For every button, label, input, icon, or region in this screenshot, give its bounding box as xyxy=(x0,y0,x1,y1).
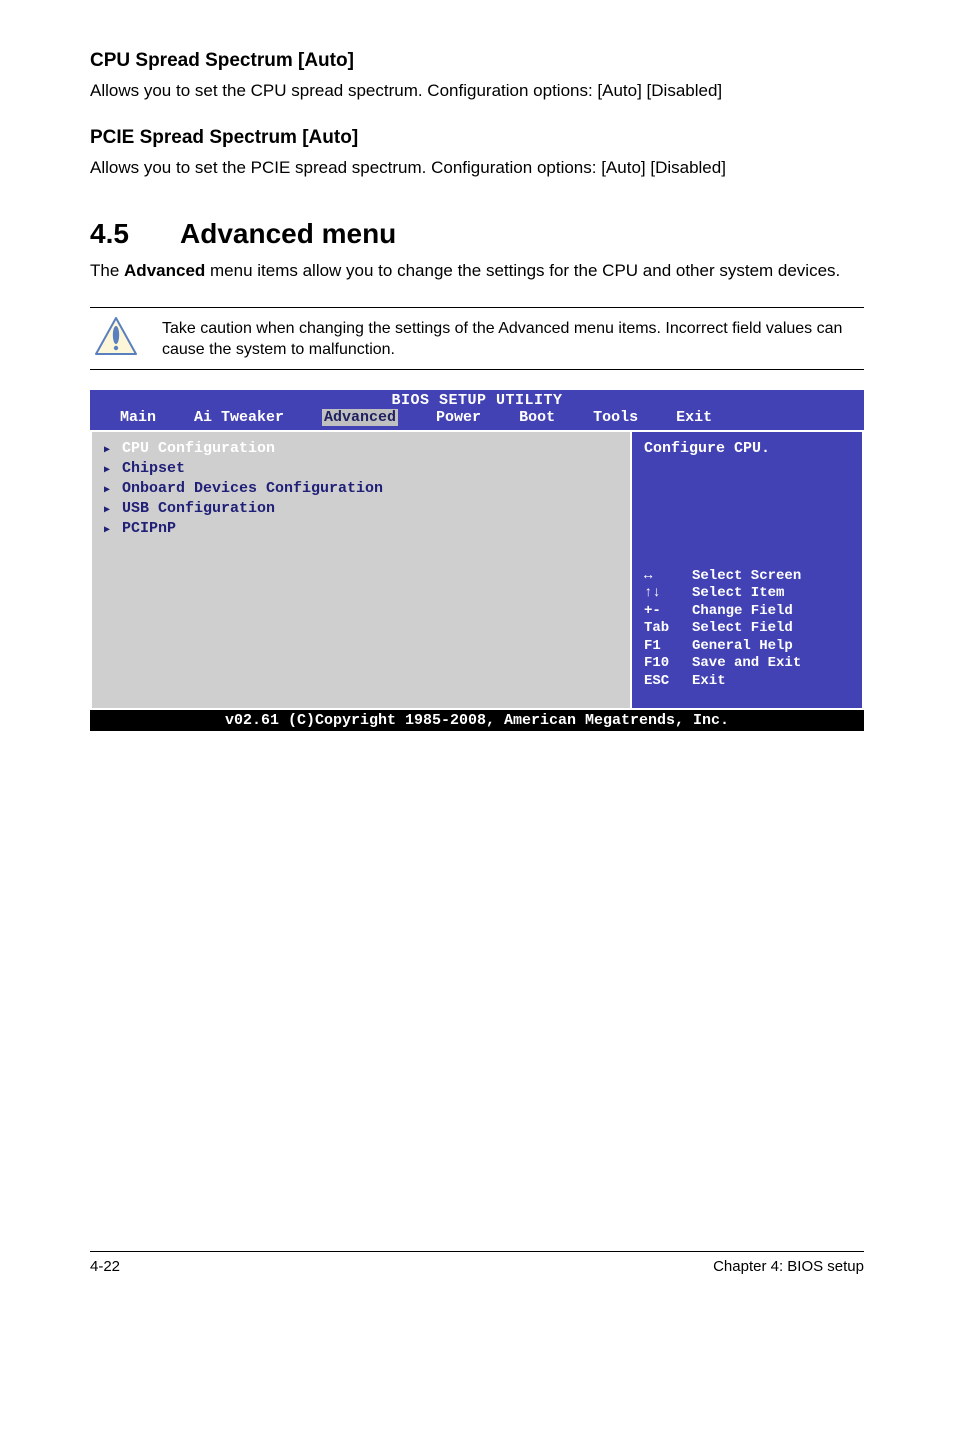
right-triangle-icon: ▶ xyxy=(104,445,110,456)
bios-help-row: TabSelect Field xyxy=(644,620,850,638)
page-footer: 4-22 Chapter 4: BIOS setup xyxy=(90,1251,864,1275)
bios-menu-main[interactable]: Main xyxy=(120,409,156,426)
bios-menu: Main Ai Tweaker Advanced Power Boot Tool… xyxy=(90,409,864,430)
bios-item-onboard[interactable]: ▶ Onboard Devices Configuration xyxy=(104,480,618,500)
help-key: ↑↓ xyxy=(644,585,692,603)
bios-help-row: +-Change Field xyxy=(644,603,850,621)
bios-menu-tools[interactable]: Tools xyxy=(593,409,638,426)
bios-item-cpu-config[interactable]: ▶ CPU Configuration xyxy=(104,440,618,460)
bios-item-label: CPU Configuration xyxy=(122,440,275,459)
pcie-ss-heading: PCIE Spread Spectrum [Auto] xyxy=(90,127,864,149)
help-label: Save and Exit xyxy=(692,655,801,673)
help-label: Select Item xyxy=(692,585,784,603)
bios-help-row: ↑↓Select Item xyxy=(644,585,850,603)
bios-item-label: USB Configuration xyxy=(122,500,275,519)
section-heading: 4.5Advanced menu xyxy=(90,218,864,250)
right-triangle-icon: ▶ xyxy=(104,485,110,496)
warning-icon xyxy=(94,316,138,361)
right-triangle-icon: ▶ xyxy=(104,465,110,476)
bios-left-pane: ▶ CPU Configuration ▶ Chipset ▶ Onboard … xyxy=(90,432,632,710)
bios-panel: BIOS SETUP UTILITY Main Ai Tweaker Advan… xyxy=(90,390,864,731)
help-key: ↔ xyxy=(644,568,692,586)
bios-footer: v02.61 (C)Copyright 1985-2008, American … xyxy=(90,710,864,731)
cpu-ss-heading: CPU Spread Spectrum [Auto] xyxy=(90,50,864,72)
bios-help-row: F10Save and Exit xyxy=(644,655,850,673)
help-key: +- xyxy=(644,603,692,621)
help-label: Exit xyxy=(692,673,726,691)
right-triangle-icon: ▶ xyxy=(104,525,110,536)
bios-menu-advanced[interactable]: Advanced xyxy=(322,409,398,426)
bios-right-hint: Configure CPU. xyxy=(644,440,850,457)
help-key: ESC xyxy=(644,673,692,691)
bios-title: BIOS SETUP UTILITY xyxy=(90,390,864,409)
bios-menu-exit[interactable]: Exit xyxy=(676,409,712,426)
help-label: General Help xyxy=(692,638,793,656)
bios-right-pane: Configure CPU. ↔Select Screen ↑↓Select I… xyxy=(632,432,864,710)
cpu-ss-body: Allows you to set the CPU spread spectru… xyxy=(90,80,864,103)
pcie-ss-body: Allows you to set the PCIE spread spectr… xyxy=(90,157,864,180)
bios-item-label: Onboard Devices Configuration xyxy=(122,480,383,499)
section-number: 4.5 xyxy=(90,218,180,250)
caution-block: Take caution when changing the settings … xyxy=(90,307,864,370)
bios-help-row: F1General Help xyxy=(644,638,850,656)
advanced-body: The Advanced menu items allow you to cha… xyxy=(90,260,864,283)
advanced-body-prefix: The xyxy=(90,261,124,280)
bios-item-label: PCIPnP xyxy=(122,520,176,539)
help-label: Select Field xyxy=(692,620,793,638)
help-label: Change Field xyxy=(692,603,793,621)
chapter-label: Chapter 4: BIOS setup xyxy=(713,1258,864,1275)
bios-item-label: Chipset xyxy=(122,460,185,479)
advanced-body-bold: Advanced xyxy=(124,261,205,280)
bios-help: ↔Select Screen ↑↓Select Item +-Change Fi… xyxy=(644,568,850,701)
bios-item-chipset[interactable]: ▶ Chipset xyxy=(104,460,618,480)
section-title: Advanced menu xyxy=(180,218,396,249)
bios-menu-power[interactable]: Power xyxy=(436,409,481,426)
help-key: F10 xyxy=(644,655,692,673)
help-label: Select Screen xyxy=(692,568,801,586)
bios-menu-tweaker[interactable]: Ai Tweaker xyxy=(194,409,284,426)
bios-help-row: ↔Select Screen xyxy=(644,568,850,586)
help-key: F1 xyxy=(644,638,692,656)
advanced-body-suffix: menu items allow you to change the setti… xyxy=(205,261,840,280)
page-number: 4-22 xyxy=(90,1258,120,1275)
help-key: Tab xyxy=(644,620,692,638)
bios-help-row: ESCExit xyxy=(644,673,850,691)
right-triangle-icon: ▶ xyxy=(104,505,110,516)
caution-text: Take caution when changing the settings … xyxy=(162,316,864,361)
bios-item-pcipnp[interactable]: ▶ PCIPnP xyxy=(104,520,618,540)
bios-item-usb[interactable]: ▶ USB Configuration xyxy=(104,500,618,520)
bios-menu-boot[interactable]: Boot xyxy=(519,409,555,426)
